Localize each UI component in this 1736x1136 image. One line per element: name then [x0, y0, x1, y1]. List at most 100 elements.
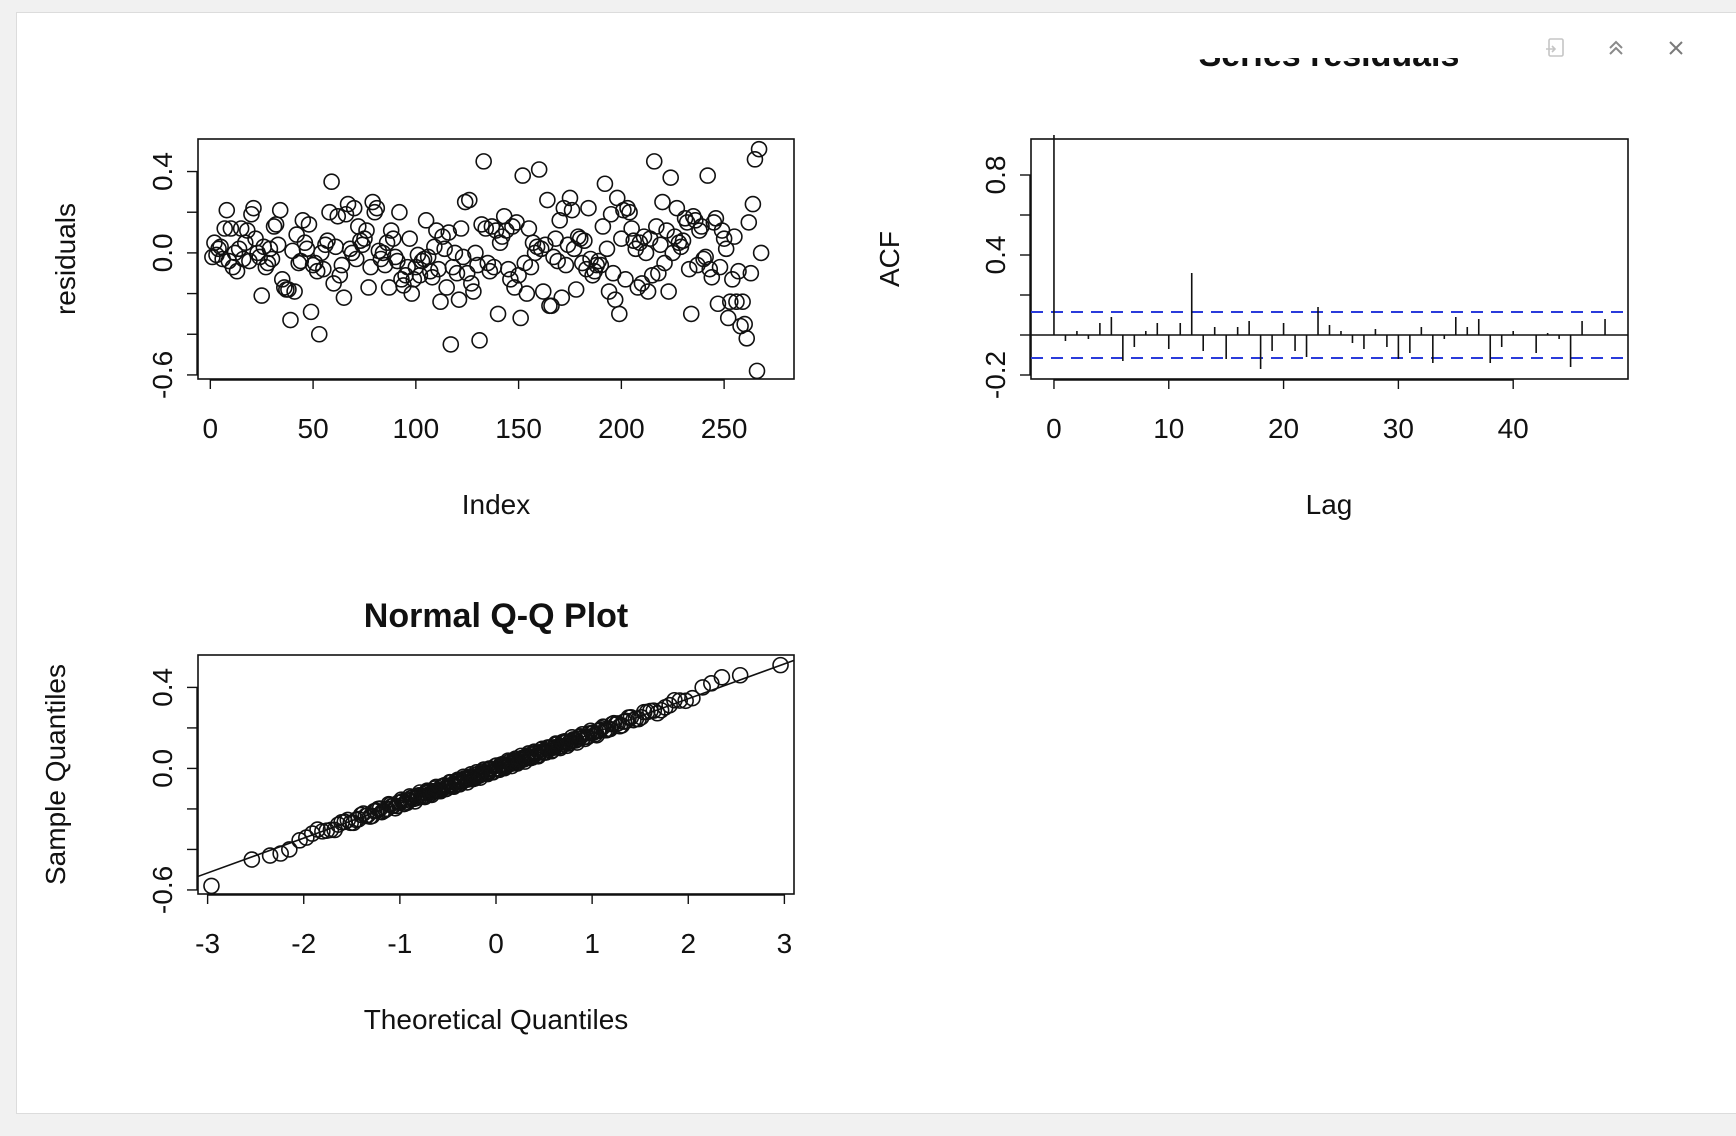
residual-point [567, 281, 585, 298]
residual-point [362, 258, 379, 276]
qq-point [567, 732, 585, 749]
residual-point [738, 330, 756, 347]
residual-point [333, 256, 351, 274]
qq-chart-x-tick-label: -1 [387, 928, 412, 959]
residual-point [300, 216, 318, 233]
residual-point [613, 230, 630, 247]
residual-point [382, 222, 400, 239]
qq-point [684, 689, 701, 707]
residual-point [436, 240, 453, 258]
residual-point [452, 220, 470, 237]
acf-chart-x-tick-label: 0 [1046, 413, 1062, 444]
residual-point [401, 230, 418, 247]
residual-point [273, 271, 291, 288]
residual-point [699, 167, 716, 184]
residual-point [652, 236, 669, 254]
collapse-up-icon[interactable] [1601, 33, 1631, 63]
residual-point [746, 151, 764, 168]
qq-chart-y-axis-label: Sample Quantiles [40, 664, 71, 885]
residuals-chart-y-axis-label: residuals [50, 203, 81, 315]
acf-chart-plot-frame [1030, 138, 1629, 380]
residual-point [454, 248, 472, 266]
residual-point [703, 269, 721, 286]
qq-chart-x-tick-label: -2 [291, 928, 316, 959]
qq-point [645, 702, 663, 719]
residuals-chart-y-tick-label: 0.4 [147, 152, 178, 191]
residuals-chart-x-tick-label: 50 [298, 413, 329, 444]
residual-point [592, 256, 610, 274]
residual-point [335, 289, 353, 306]
residual-point [715, 230, 733, 247]
residual-point [545, 248, 562, 266]
residual-point [210, 240, 227, 258]
residual-point [403, 285, 421, 302]
acf-chart-x-tick-label: 30 [1383, 413, 1414, 444]
acf-chart-x-tick-label: 40 [1498, 413, 1529, 444]
qq-point [281, 841, 298, 858]
acf-chart-x-axis-label: Lag [1306, 489, 1353, 520]
residual-point [750, 140, 768, 158]
residual-point [502, 271, 519, 288]
residuals-chart-x-tick-label: 150 [495, 413, 542, 444]
acf-spikes [1053, 135, 1606, 369]
residual-point [337, 205, 355, 223]
qq-point [415, 787, 432, 805]
qq-chart-x-tick-label: 1 [584, 928, 600, 959]
residuals-chart-x-tick-label: 0 [203, 413, 219, 444]
residual-point [650, 264, 667, 282]
residual-point [473, 216, 490, 233]
residual-point [356, 230, 373, 247]
residual-point [734, 293, 751, 311]
residual-point [487, 222, 505, 239]
residual-point [602, 205, 620, 223]
residuals-chart-x-tick-label: 200 [598, 413, 645, 444]
residual-point [230, 240, 248, 258]
residual-point [331, 266, 349, 284]
residual-point [539, 191, 556, 209]
qq-point [713, 668, 731, 686]
residual-point [551, 212, 569, 229]
export-icon[interactable] [1541, 33, 1571, 63]
residual-point [282, 311, 299, 329]
qq-point [243, 851, 261, 868]
residual-point [360, 279, 377, 296]
residual-point [701, 260, 719, 278]
residual-point [302, 303, 320, 321]
residual-point [658, 222, 675, 239]
residual-point [668, 199, 686, 217]
residual-point [446, 244, 464, 262]
residual-point [222, 220, 240, 237]
residual-point [717, 240, 735, 258]
residual-point [742, 264, 760, 282]
residual-point [467, 244, 484, 262]
acf-chart-y-tick-label: 0.8 [980, 156, 1011, 195]
residuals-chart-axes: 0 50 100 150 200 250 -0.6 0.0 0.4 Index residuals [50, 138, 795, 520]
residual-point [660, 283, 677, 300]
residual-point [563, 201, 581, 219]
residual-point [481, 262, 499, 280]
residual-point [226, 244, 244, 262]
residual-point [323, 173, 340, 191]
qq-point [677, 692, 694, 710]
residual-point [623, 220, 640, 237]
residual-point [463, 275, 480, 292]
close-icon[interactable] [1661, 33, 1691, 63]
residual-point [384, 230, 402, 247]
residual-point [674, 232, 692, 249]
residual-point [319, 232, 336, 249]
residual-point [543, 297, 560, 315]
qq-point [652, 701, 670, 719]
residual-point [557, 256, 575, 274]
residual-point [368, 199, 386, 217]
residuals-chart-y-tick-label: -0.6 [147, 351, 178, 399]
residual-point [417, 212, 435, 229]
qq-chart-y-tick-label: 0.0 [147, 749, 178, 788]
residual-point [514, 167, 532, 184]
qq-point [731, 666, 749, 684]
residual-point [520, 220, 538, 237]
residual-point [306, 254, 324, 272]
qq-chart-axes: -3 -2 -1 0 1 2 3 -0.6 0.0 0.4 Theoretical Quantile… [40, 654, 795, 1035]
residual-point [594, 218, 612, 235]
residual-point [693, 218, 710, 235]
